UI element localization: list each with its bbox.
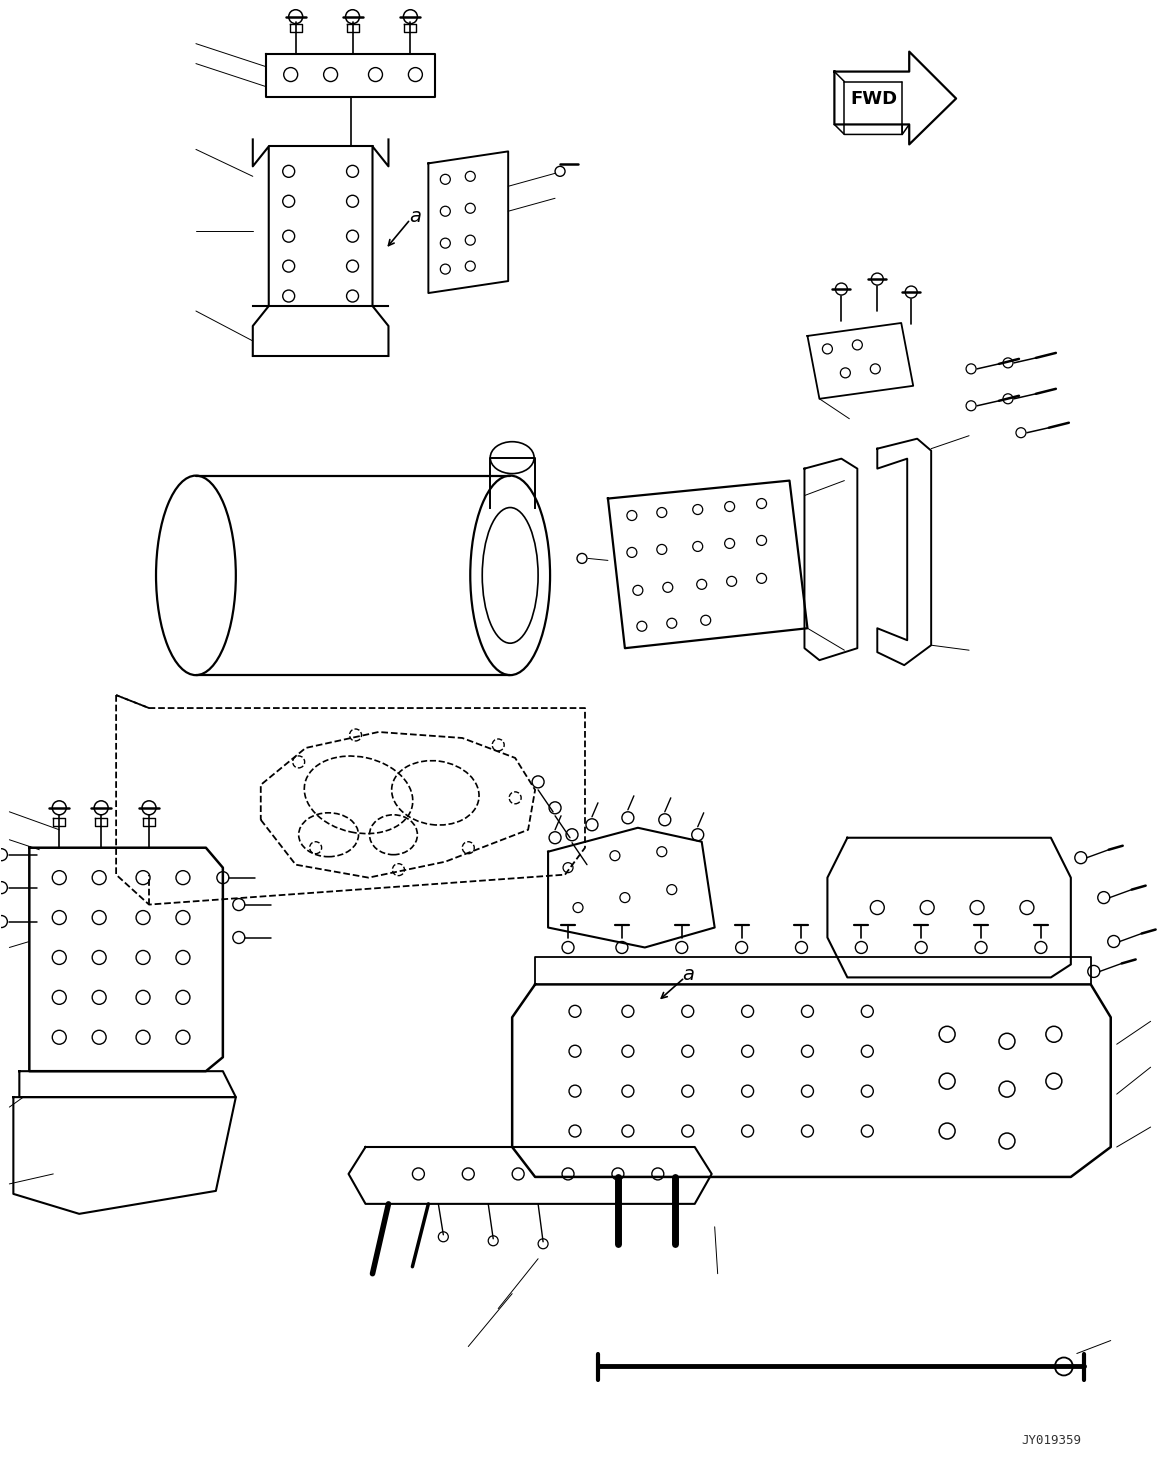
Text: FWD: FWD [851,89,898,108]
Text: JY019359: JY019359 [1021,1434,1080,1447]
Text: a: a [409,207,421,226]
Text: a: a [682,964,694,983]
